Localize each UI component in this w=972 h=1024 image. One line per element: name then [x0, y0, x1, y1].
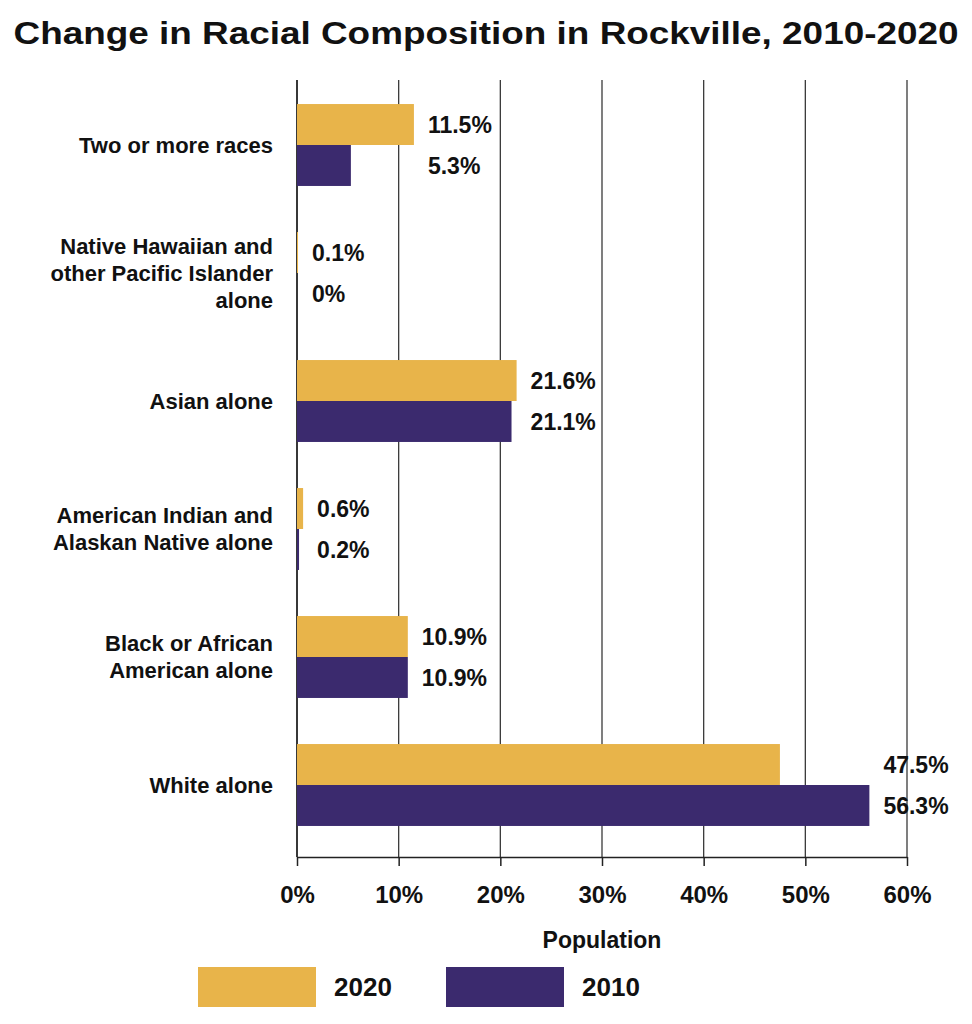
data-label: 47.5% [883, 752, 948, 778]
y-axis-line [296, 80, 298, 857]
bar [297, 785, 869, 826]
legend-label: 2010 [582, 972, 640, 1002]
grid-line [398, 80, 399, 857]
category-label: White alone [150, 773, 273, 798]
category-label: Two or more races [79, 133, 273, 158]
tick: 50% [782, 857, 830, 908]
category-label: American Indian andAlaskan Native alone [53, 503, 273, 555]
tick: 30% [578, 857, 626, 908]
tick-label: 10% [375, 881, 423, 908]
bar [297, 401, 512, 442]
bar [297, 104, 414, 145]
category-labels: Two or more races Native Hawaiian andothe… [50, 133, 273, 798]
category-label: Black or AfricanAmerican alone [105, 631, 273, 683]
tick: 10% [375, 857, 423, 908]
bar [297, 232, 298, 273]
data-label: 11.5% [428, 112, 492, 138]
legend-label: 2020 [334, 972, 392, 1002]
bar [297, 529, 299, 570]
chart: Change in Racial Composition in Rockvill… [0, 0, 972, 1024]
data-label: 0.1% [312, 240, 364, 266]
tick-label: 30% [578, 881, 626, 908]
data-label: 56.3% [883, 793, 948, 819]
tick: 60% [883, 857, 931, 908]
grid-line [296, 80, 297, 857]
data-label: 0% [312, 281, 345, 307]
legend: 2020 2010 [198, 967, 640, 1007]
tick-mark [500, 857, 502, 866]
bar [297, 616, 408, 657]
grid [297, 80, 907, 857]
data-labels: 11.5% 5.3% 0.1% 0% 21.6% 21.1% 0.6% 0.2% 10.9% 10… [312, 112, 949, 819]
data-label: 21.1% [531, 409, 596, 435]
bar [297, 744, 780, 785]
grid-line [703, 80, 704, 857]
data-label: 0.2% [317, 537, 369, 563]
title: Change in Racial Composition in Rockvill… [14, 15, 959, 51]
legend-swatch [446, 967, 564, 1007]
tick: 20% [477, 857, 525, 908]
tick-mark [398, 857, 400, 866]
data-label: 0.6% [317, 496, 369, 522]
tick-mark [297, 857, 299, 866]
data-label: 10.9% [422, 624, 487, 650]
data-label: 10.9% [422, 665, 487, 691]
tick-label: 40% [680, 881, 728, 908]
x-axis: 0% 10% 20% 30% 40% 50% 60% [280, 857, 931, 908]
grid-line [601, 80, 602, 857]
bars [297, 104, 869, 826]
tick-label: 60% [883, 881, 931, 908]
category-label: Native Hawaiian andother Pacific Islande… [50, 234, 273, 313]
tick-mark [602, 857, 604, 866]
legend-swatch [198, 967, 316, 1007]
bar [297, 273, 298, 314]
data-label: 5.3% [428, 153, 480, 179]
bar [297, 145, 351, 186]
x-axis-title: Population [543, 927, 662, 953]
tick: 40% [680, 857, 728, 908]
tick-mark [703, 857, 705, 866]
grid-line [906, 80, 907, 857]
tick: 0% [280, 857, 315, 908]
tick-mark [907, 857, 909, 866]
tick-label: 50% [782, 881, 830, 908]
bar [297, 488, 303, 529]
tick-label: 0% [280, 881, 315, 908]
grid-line [805, 80, 806, 857]
data-label: 21.6% [531, 368, 596, 394]
grid-line [500, 80, 501, 857]
bar [297, 657, 408, 698]
category-label: Asian alone [150, 389, 273, 414]
tick-label: 20% [477, 881, 525, 908]
bar [297, 360, 517, 401]
tick-mark [805, 857, 807, 866]
